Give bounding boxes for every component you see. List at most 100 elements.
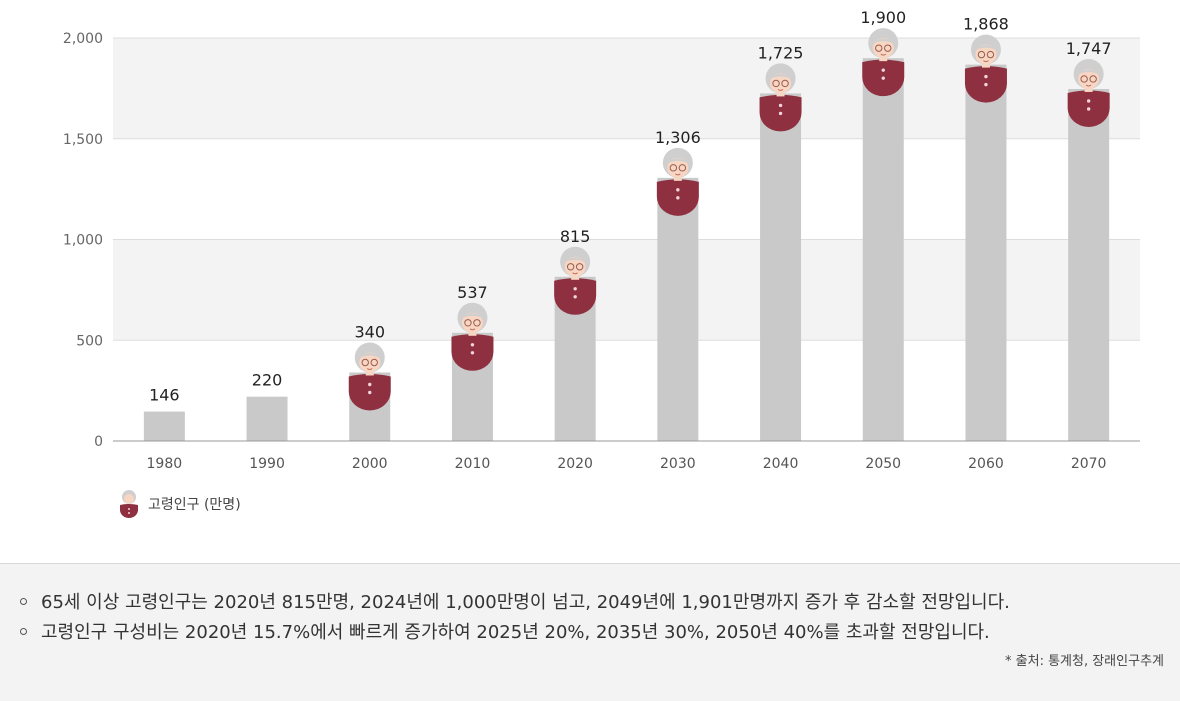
legend-figure-face — [124, 494, 134, 504]
x-tick-label: 1980 — [147, 456, 183, 472]
figure-face — [872, 38, 894, 59]
figure-button — [778, 111, 783, 116]
figure-glasses — [884, 44, 892, 52]
note-text-2: 고령인구 구성비는 2020년 15.7%에서 빠르게 증가하여 2025년 2… — [41, 622, 990, 643]
figure-fringe — [460, 313, 485, 319]
figure-face — [770, 73, 792, 94]
figure-mouth — [1085, 84, 1092, 87]
y-tick-label: 500 — [76, 333, 103, 349]
data-label: 220 — [252, 371, 283, 390]
x-tick-label: 2070 — [1071, 456, 1107, 472]
figure-glasses — [1080, 75, 1088, 83]
y-tick-label: 1,000 — [63, 233, 103, 249]
figure-glasses — [1089, 75, 1097, 83]
bar-group: 1,747 — [1066, 39, 1112, 442]
source-note: * 출처: 통계청, 장래인구추계 — [1005, 654, 1164, 669]
bar-group: 1,900 — [860, 8, 906, 442]
elderly-figure-icon — [759, 63, 802, 132]
bullet-icon — [20, 597, 27, 605]
legend-figure-button — [128, 508, 130, 510]
bullet-icon — [20, 627, 27, 635]
figure-button — [984, 74, 988, 79]
figure-button — [1086, 107, 1091, 111]
figure-mouth — [366, 368, 373, 370]
elderly-figure-icon — [964, 34, 1007, 103]
chart-legend: 고령인구 (만명) — [118, 490, 241, 518]
bar — [862, 58, 904, 442]
bar-group: 1,868 — [963, 15, 1009, 442]
data-label: 1,306 — [655, 128, 701, 147]
figure-button — [881, 68, 885, 72]
figure-fringe — [973, 45, 998, 51]
legend-label: 고령인구 (만명) — [148, 497, 241, 513]
figure-button — [573, 295, 577, 299]
figure-fringe — [357, 352, 382, 359]
elderly-figure-icon — [862, 28, 905, 97]
bar — [1068, 88, 1110, 442]
figure-fringe — [768, 73, 793, 80]
figure-glasses — [669, 164, 678, 172]
bar-group: 340 — [348, 322, 391, 441]
figure-fringe — [665, 158, 690, 164]
figure-glasses — [361, 358, 369, 367]
elderly-figure-icon — [656, 147, 699, 216]
x-tick-label: 2020 — [557, 456, 593, 472]
y-tick-label: 1,500 — [63, 132, 103, 148]
bar — [965, 64, 1007, 442]
note-item-1: 65세 이상 고령인구는 2020년 815만명, 2024년에 1,000만명… — [20, 588, 1010, 614]
elderly-figure-icon — [348, 342, 391, 411]
figure-mouth — [880, 53, 887, 56]
figure-glasses — [986, 50, 995, 59]
data-label: 1,868 — [963, 15, 1009, 34]
x-tick-label: 1990 — [249, 456, 285, 472]
bar — [143, 411, 185, 441]
figure-button — [984, 82, 988, 87]
figure-button — [573, 287, 577, 291]
figure-glasses — [781, 79, 789, 88]
x-tick-label: 2010 — [455, 456, 491, 472]
elderly-figure-icon — [554, 246, 597, 315]
elderly-figure-icon — [451, 302, 494, 371]
figure-button — [881, 76, 885, 80]
x-tick-label: 2030 — [660, 456, 696, 472]
bar-group: 1,725 — [758, 43, 804, 441]
bar-group: 815 — [554, 227, 597, 441]
x-tick-label: 2060 — [968, 456, 1004, 472]
elderly-person-icon — [120, 490, 138, 518]
figure-fringe — [563, 257, 588, 263]
figure-glasses — [977, 50, 986, 59]
note-item-2: 고령인구 구성비는 2020년 15.7%에서 빠르게 증가하여 2025년 2… — [20, 618, 990, 644]
figure-mouth — [675, 173, 681, 176]
figure-glasses — [575, 263, 584, 271]
data-label: 1,900 — [860, 8, 906, 27]
figure-button — [470, 343, 475, 347]
figure-button — [1086, 99, 1091, 103]
bar-group: 537 — [451, 283, 494, 441]
bar — [657, 177, 699, 441]
figure-fringe — [871, 38, 896, 45]
figure-button — [778, 103, 783, 108]
data-label: 815 — [560, 227, 591, 246]
figure-fringe — [1076, 69, 1101, 75]
figure-face — [1078, 68, 1100, 89]
data-label: 1,747 — [1066, 39, 1112, 58]
bar-group: 220 — [246, 371, 288, 441]
note-text-1: 65세 이상 고령인구는 2020년 815만명, 2024년에 1,000만명… — [41, 592, 1010, 613]
figure-button — [368, 382, 372, 387]
notes-panel: 65세 이상 고령인구는 2020년 815만명, 2024년에 1,000만명… — [0, 563, 1180, 701]
data-label: 537 — [457, 283, 488, 302]
population-bar-chart: 0 500 1,000 1,500 2,000 146 1980 220 1990 340 2000… — [63, 8, 1140, 472]
figure-glasses — [678, 164, 687, 172]
bar-group: 146 — [143, 386, 185, 441]
x-tick-label: 2000 — [352, 456, 388, 472]
x-tick-label: 2040 — [763, 456, 799, 472]
figure-face — [461, 312, 483, 333]
data-label: 146 — [149, 386, 180, 405]
data-label: 340 — [354, 322, 385, 341]
figure-glasses — [473, 319, 481, 327]
figure-glasses — [772, 79, 780, 88]
figure-face — [564, 256, 586, 277]
figure-mouth — [469, 328, 476, 331]
data-label: 1,725 — [758, 43, 804, 62]
figure-glasses — [464, 319, 472, 327]
